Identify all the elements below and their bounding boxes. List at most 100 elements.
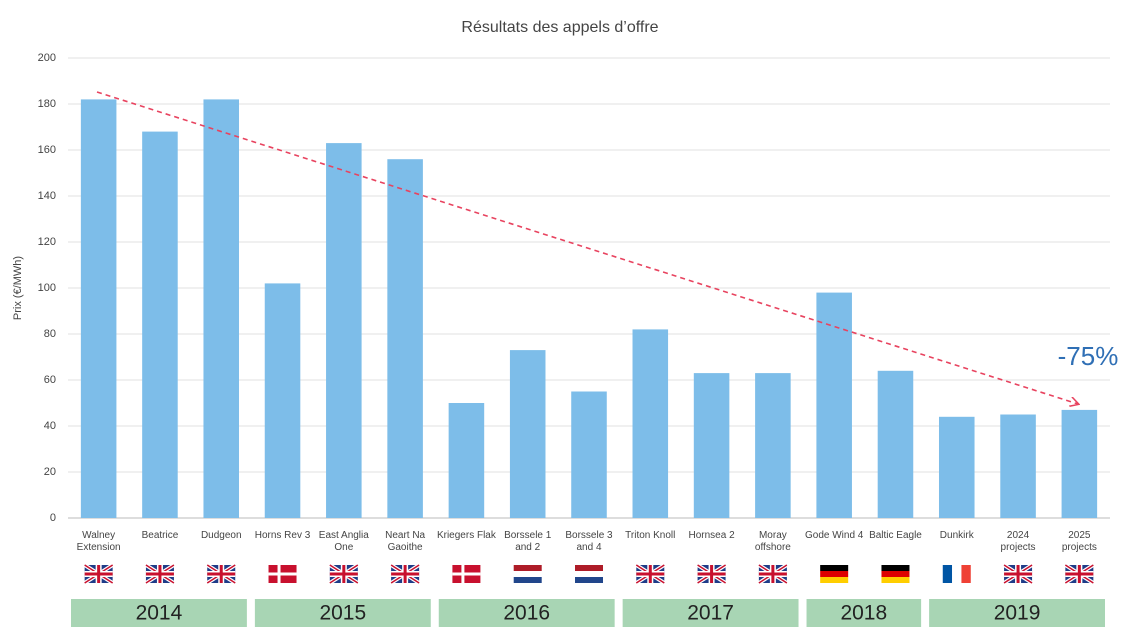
y-tick-label: 160 bbox=[38, 144, 56, 156]
flag-part bbox=[461, 565, 465, 583]
x-tick-label: Gode Wind 4 bbox=[804, 530, 864, 541]
x-tick-label: Baltic Eagle bbox=[869, 530, 922, 541]
year-label: 2016 bbox=[503, 602, 550, 625]
x-tick-label: Walney Extension bbox=[76, 530, 121, 553]
flag-part bbox=[881, 565, 910, 571]
flag-part bbox=[403, 565, 407, 583]
flag-part bbox=[648, 565, 652, 583]
flag bbox=[635, 563, 666, 585]
bar bbox=[816, 292, 852, 518]
annotation: -75% bbox=[1058, 341, 1119, 371]
bar bbox=[755, 373, 791, 518]
bar bbox=[571, 391, 607, 518]
flag bbox=[942, 565, 971, 583]
x-tick-label: Triton Knoll bbox=[625, 530, 676, 541]
flag bbox=[83, 563, 114, 585]
flag bbox=[820, 565, 849, 583]
bar bbox=[448, 403, 485, 518]
y-tick-label: 200 bbox=[38, 52, 56, 64]
bar bbox=[877, 370, 914, 518]
flag-part bbox=[952, 565, 962, 583]
flag-part bbox=[277, 565, 281, 583]
x-tick-label: Beatrice bbox=[141, 530, 179, 541]
year-box bbox=[438, 599, 615, 627]
year-box bbox=[254, 599, 431, 627]
x-tick-label: Neart Na Gaoithe bbox=[385, 530, 426, 553]
bar bbox=[80, 99, 117, 519]
y-tick-label: 180 bbox=[38, 98, 56, 110]
year-box bbox=[71, 599, 247, 627]
flag-part bbox=[342, 565, 346, 583]
x-tick-label: Dunkirk bbox=[939, 530, 974, 541]
flag-part bbox=[1077, 565, 1081, 583]
y-tick-label: 120 bbox=[38, 236, 56, 248]
flag-part bbox=[820, 571, 849, 577]
bar bbox=[693, 373, 730, 518]
flag-part bbox=[513, 571, 542, 577]
x-tick-label: Moray offshore bbox=[754, 530, 791, 553]
y-tick-label: 0 bbox=[50, 512, 56, 524]
flag-part bbox=[961, 565, 971, 583]
y-tick-label: 140 bbox=[38, 190, 56, 202]
year-label: 2017 bbox=[687, 602, 734, 625]
bar bbox=[1000, 414, 1036, 518]
y-tick-label: 40 bbox=[44, 420, 56, 432]
x-tick-label: 2024 projects bbox=[1000, 530, 1036, 553]
year-label: 2015 bbox=[319, 602, 366, 625]
y-axis-label: Prix (€/MWh) bbox=[12, 256, 24, 320]
bar bbox=[632, 329, 669, 518]
bar bbox=[387, 159, 423, 518]
flag bbox=[390, 563, 421, 585]
flag-part bbox=[710, 565, 714, 583]
x-tick-label: Hornsea 2 bbox=[688, 530, 735, 541]
chart-title: Résultats des appels d’offre bbox=[461, 19, 658, 36]
x-tick-label: 2025 projects bbox=[1061, 530, 1097, 553]
flag-part bbox=[268, 572, 297, 576]
bar bbox=[509, 350, 546, 518]
bar bbox=[142, 131, 178, 518]
flag bbox=[575, 565, 603, 583]
flag bbox=[144, 563, 176, 585]
year-box bbox=[929, 599, 1105, 627]
flag bbox=[1064, 563, 1095, 585]
flag-part bbox=[820, 577, 849, 583]
y-tick-label: 60 bbox=[44, 374, 56, 386]
y-tick-label: 100 bbox=[38, 282, 56, 294]
year-label: 2019 bbox=[994, 602, 1041, 625]
flag bbox=[881, 565, 910, 583]
y-tick-label: 20 bbox=[44, 466, 56, 478]
flag bbox=[757, 563, 788, 585]
flag-part bbox=[513, 565, 542, 571]
x-tick-label: Borssele 1 and 2 bbox=[504, 530, 552, 553]
x-tick-label: East Anglia One bbox=[318, 530, 369, 553]
flag bbox=[452, 565, 481, 583]
flag-part bbox=[575, 577, 603, 583]
flag-part bbox=[513, 577, 542, 583]
flag bbox=[328, 563, 359, 585]
flag bbox=[513, 565, 542, 583]
flag-part bbox=[881, 571, 910, 577]
bar bbox=[203, 99, 240, 519]
year-box bbox=[806, 599, 922, 627]
bar bbox=[938, 416, 975, 518]
flag bbox=[1002, 563, 1034, 585]
y-tick-label: 80 bbox=[44, 328, 56, 340]
flag-part bbox=[158, 565, 162, 583]
year-label: 2018 bbox=[840, 602, 887, 625]
flag-part bbox=[97, 565, 101, 583]
flag-part bbox=[942, 565, 953, 583]
bar bbox=[326, 143, 362, 518]
x-tick-label: Dudgeon bbox=[200, 530, 242, 541]
flag-part bbox=[881, 577, 910, 583]
flag-part bbox=[452, 572, 481, 576]
flag-part bbox=[575, 571, 603, 577]
x-tick-label: Kriegers Flak bbox=[436, 530, 496, 541]
flag-part bbox=[1016, 565, 1020, 583]
year-label: 2014 bbox=[136, 602, 183, 625]
trend-arrow bbox=[96, 91, 1078, 404]
flag-part bbox=[771, 565, 775, 583]
bar bbox=[1061, 409, 1098, 518]
flag-part bbox=[820, 565, 849, 571]
